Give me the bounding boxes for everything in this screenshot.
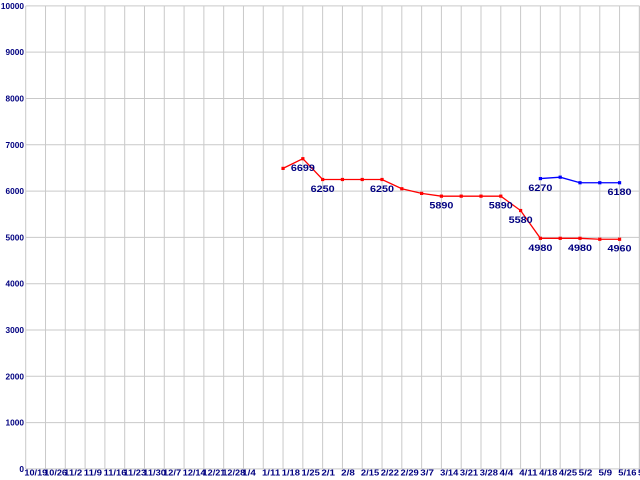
svg-text:6250: 6250 bbox=[370, 184, 394, 195]
svg-text:4000: 4000 bbox=[6, 279, 25, 289]
svg-text:11/2: 11/2 bbox=[64, 468, 83, 478]
svg-text:12/7: 12/7 bbox=[163, 468, 182, 478]
svg-text:1/18: 1/18 bbox=[282, 468, 301, 478]
svg-text:4/11: 4/11 bbox=[519, 468, 538, 478]
svg-text:1000: 1000 bbox=[6, 418, 25, 428]
svg-text:2/29: 2/29 bbox=[401, 468, 420, 478]
svg-text:2000: 2000 bbox=[6, 371, 25, 381]
svg-text:6270: 6270 bbox=[528, 183, 552, 194]
svg-text:5890: 5890 bbox=[489, 201, 513, 212]
svg-text:6180: 6180 bbox=[608, 187, 632, 198]
svg-text:4960: 4960 bbox=[608, 244, 632, 255]
svg-text:5/9: 5/9 bbox=[598, 468, 612, 478]
svg-text:3/28: 3/28 bbox=[480, 468, 499, 478]
svg-text:2/8: 2/8 bbox=[341, 468, 355, 478]
svg-text:5890: 5890 bbox=[429, 201, 453, 212]
svg-text:8000: 8000 bbox=[6, 93, 25, 103]
svg-text:9000: 9000 bbox=[6, 47, 25, 57]
svg-text:4980: 4980 bbox=[528, 243, 552, 254]
svg-text:5/16: 5/16 bbox=[618, 468, 637, 478]
svg-text:1/25: 1/25 bbox=[302, 468, 321, 478]
svg-text:10000: 10000 bbox=[1, 1, 24, 11]
svg-text:3/21: 3/21 bbox=[460, 468, 479, 478]
svg-text:6250: 6250 bbox=[311, 184, 335, 195]
svg-text:7000: 7000 bbox=[6, 140, 25, 150]
svg-text:2/15: 2/15 bbox=[361, 468, 380, 478]
svg-text:4/18: 4/18 bbox=[539, 468, 558, 478]
svg-text:3/7: 3/7 bbox=[420, 468, 434, 478]
svg-text:5/2: 5/2 bbox=[579, 468, 593, 478]
svg-text:4/25: 4/25 bbox=[559, 468, 578, 478]
svg-text:4/4: 4/4 bbox=[500, 468, 514, 478]
svg-text:11/9: 11/9 bbox=[84, 468, 103, 478]
svg-text:2/1: 2/1 bbox=[321, 468, 335, 478]
svg-text:3/14: 3/14 bbox=[440, 468, 459, 478]
svg-text:5000: 5000 bbox=[6, 232, 25, 242]
svg-text:2/22: 2/22 bbox=[381, 468, 400, 478]
svg-text:5580: 5580 bbox=[509, 215, 533, 226]
svg-text:1/11: 1/11 bbox=[262, 468, 281, 478]
svg-text:4980: 4980 bbox=[568, 243, 592, 254]
svg-text:6699: 6699 bbox=[291, 163, 315, 174]
svg-text:1/4: 1/4 bbox=[242, 468, 256, 478]
svg-text:3000: 3000 bbox=[6, 325, 25, 335]
svg-text:6000: 6000 bbox=[6, 186, 25, 196]
